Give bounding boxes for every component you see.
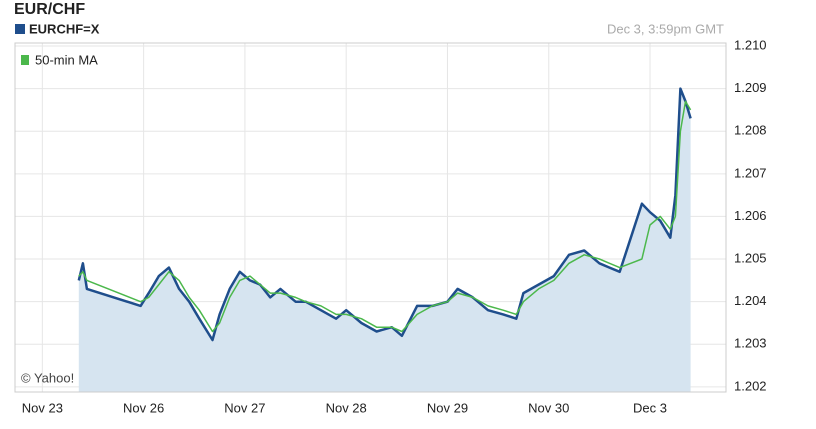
y-tick-label: 1.209 bbox=[734, 80, 767, 95]
x-tick-label: Nov 30 bbox=[528, 400, 569, 415]
chart-title: EUR/CHF bbox=[14, 1, 85, 18]
y-tick-label: 1.205 bbox=[734, 250, 767, 265]
y-tick-label: 1.206 bbox=[734, 208, 767, 223]
series-name: EURCHF=X bbox=[29, 21, 100, 36]
y-tick-label: 1.207 bbox=[734, 165, 767, 180]
x-tick-label: Nov 26 bbox=[123, 400, 164, 415]
x-tick-label: Nov 23 bbox=[22, 400, 63, 415]
y-tick-label: 1.210 bbox=[734, 37, 767, 52]
x-tick-label: Nov 29 bbox=[427, 400, 468, 415]
line bbox=[78, 100, 692, 333]
area bbox=[78, 88, 691, 392]
series-swatch bbox=[15, 24, 25, 34]
x-tick-label: Dec 3 bbox=[633, 400, 667, 415]
y-tick-label: 1.208 bbox=[734, 123, 767, 138]
credit: © Yahoo! bbox=[21, 370, 74, 385]
x-tick-label: Nov 27 bbox=[224, 400, 265, 415]
y-tick-label: 1.202 bbox=[734, 378, 767, 393]
y-tick-label: 1.203 bbox=[734, 336, 767, 351]
plot bbox=[77, 87, 692, 392]
plot-frame bbox=[14, 42, 727, 393]
legend-swatch bbox=[21, 55, 29, 65]
timestamp: Dec 3, 3:59pm GMT bbox=[607, 21, 724, 36]
x-tick-label: Nov 28 bbox=[326, 400, 367, 415]
legend-label: 50-min MA bbox=[35, 52, 98, 67]
y-tick-label: 1.204 bbox=[734, 293, 767, 308]
